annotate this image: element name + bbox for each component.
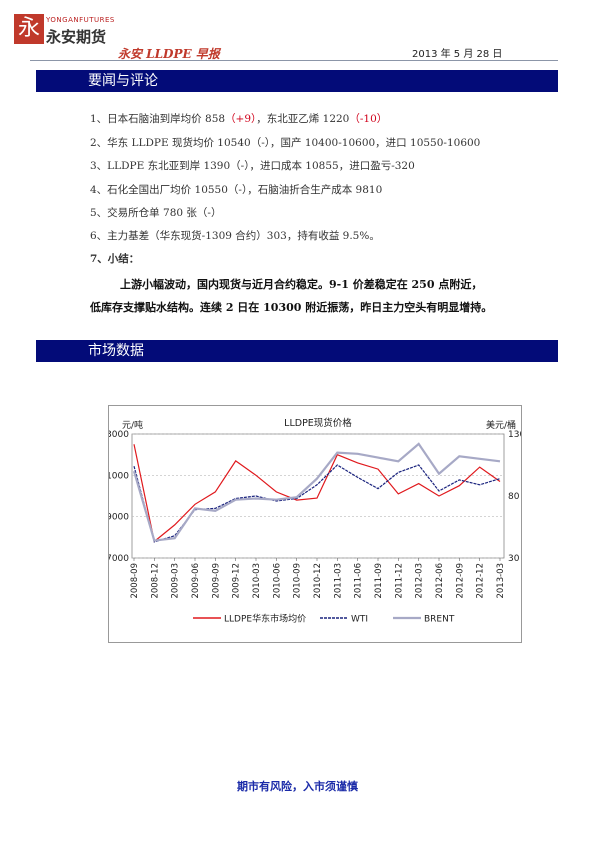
x-tick-label: 2011-09	[374, 563, 384, 599]
news-item-6: 6、主力基差（华东现货-1309 合约）303，持有收益 9.5%。	[90, 230, 380, 242]
news-item-5: 5、交易所仓单 780 张（-）	[90, 207, 222, 219]
x-tick-label: 2009-09	[211, 563, 221, 599]
legend-label: WTI	[351, 615, 368, 625]
price-chart: 13000 11000 9000 7000 130 80 30 2008-09 2008-12 2…	[100, 417, 525, 625]
report-date: 2013 年 5 月 28 日	[412, 49, 503, 60]
x-tick-label: 2012-03	[415, 563, 425, 599]
news-item-2: 2、华东 LLDPE 现货均价 10540（-），国产 10400-10600，…	[90, 137, 481, 149]
y-axis-label-left: 元/吨	[122, 419, 143, 431]
section-market-title: 市场数据	[36, 340, 558, 362]
news-item-1-prefix: 1、日本石脑油到岸均价 858	[90, 113, 226, 125]
series-line-lldpe	[133, 444, 501, 543]
news-item-4: 4、石化全国出厂均价 10550（-），石脑油折合生产成本 9810	[90, 184, 383, 196]
y-axis-label-right: 美元/桶	[486, 419, 516, 431]
x-tick-label: 2011-06	[354, 563, 364, 599]
logo-english: YONGANFUTURES	[46, 16, 115, 24]
news-item-7: 7、小结：	[90, 253, 140, 265]
section-news-title: 要闻与评论	[36, 70, 558, 92]
y-tick-left: 9000	[109, 513, 129, 523]
logo-chinese: 永安期货	[46, 28, 107, 46]
y-tick-left: 13000	[109, 430, 129, 440]
x-tick-label: 2010-03	[252, 563, 262, 599]
price-chart-frame: 13000 11000 9000 7000 130 80 30 2008-09 2008-12 2…	[100, 405, 525, 643]
y-tick-left: 11000	[109, 471, 129, 481]
chart-title: LLDPE现货价格	[284, 417, 352, 429]
summary-line-2: 低库存支撑贴水结构。连续 2 日在 10300 附近振荡，昨日主力空头有明显增持…	[90, 301, 493, 314]
y-tick-right: 130	[508, 430, 521, 440]
x-tick-label: 2013-03	[496, 563, 506, 599]
x-tick-label: 2012-09	[455, 563, 465, 599]
x-tick-label: 2012-06	[435, 563, 445, 599]
news-item-3: 3、LLDPE 东北亚到岸 1390（-），进口成本 10855，进口盈亏-32…	[90, 160, 415, 172]
report-title: 永安 LLDPE 早报	[118, 47, 220, 61]
x-tick-label: 2008-09	[130, 563, 140, 599]
news-item-1-change-naphtha: （+9）	[225, 113, 257, 125]
y-tick-right: 30	[508, 554, 520, 564]
logo-mark: 永	[14, 14, 44, 44]
x-tick-label: 2012-12	[476, 563, 486, 599]
x-tick-label: 2011-03	[333, 563, 343, 599]
legend-label: LLDPE华东市场均价	[224, 613, 306, 625]
summary-line-1: 上游小幅波动，国内现货与近月合约稳定。9-1 价差稳定在 250 点附近，	[120, 278, 483, 291]
legend-label: BRENT	[424, 615, 455, 625]
x-tick-label: 2009-03	[171, 563, 181, 599]
x-tick-label: 2011-12	[394, 563, 404, 599]
x-tick-label: 2010-06	[272, 563, 282, 599]
x-tick-label: 2010-09	[293, 563, 303, 599]
x-tick-label: 2010-12	[313, 563, 323, 599]
header-divider	[30, 60, 558, 61]
x-tick-label: 2009-06	[191, 563, 201, 599]
news-item-1: 1、日本石脑油到岸均价 858（+9），东北亚乙烯 1220（-10）	[90, 111, 387, 126]
news-item-1-change-ethylene: （-10）	[349, 113, 388, 125]
news-item-1-mid: ，东北亚乙烯 1220	[256, 113, 350, 125]
x-tick-label: 2008-12	[150, 563, 160, 599]
x-tick-label: 2009-12	[232, 563, 242, 599]
y-tick-right: 80	[508, 492, 520, 502]
series-line-wti	[133, 464, 501, 543]
risk-disclaimer: 期市有风险，入市须谨慎	[237, 780, 358, 793]
series-line-brent	[132, 442, 501, 542]
y-tick-left: 7000	[109, 554, 129, 564]
